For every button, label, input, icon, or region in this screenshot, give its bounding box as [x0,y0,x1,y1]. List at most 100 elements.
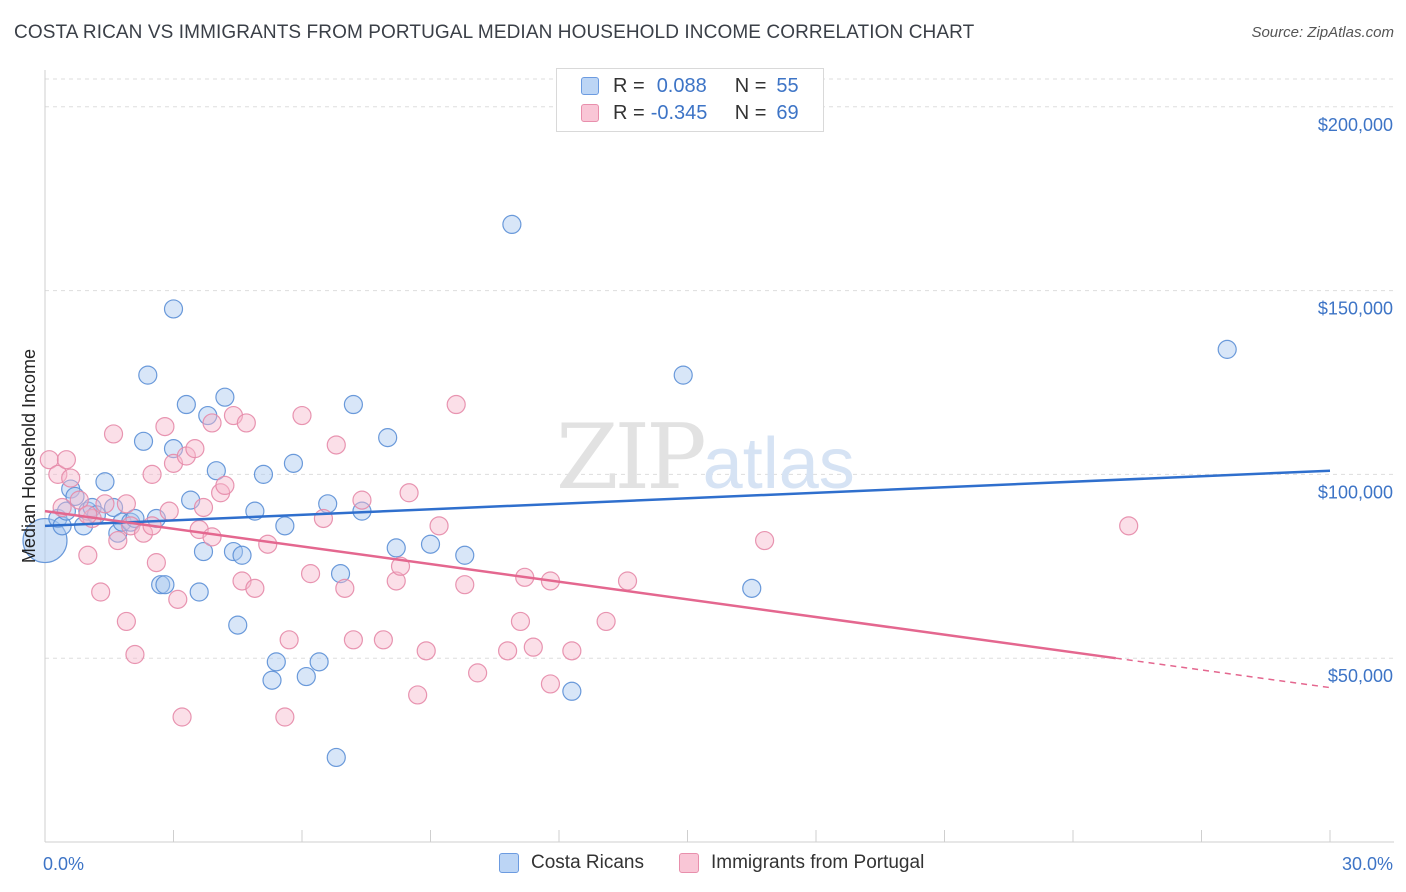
costa-ricans-point [343,394,363,415]
trend-line-portugal-extrapolated [1115,657,1331,689]
correlation-legend: R = 0.088 N = 55 R = -0.345 N = 69 [556,68,824,132]
portugal-point [78,505,98,525]
legend-swatch-costa-ricans [499,853,519,873]
portugal-point [596,611,616,632]
x-tick-label-max: 30.0% [1342,854,1393,874]
y-tick-label: $50,000 [1328,666,1393,686]
portugal-point [335,578,355,598]
legend-item-portugal: Immigrants from Portugal [679,852,924,874]
portugal-point [125,644,145,665]
portugal-point [168,589,188,609]
costa-ricans-point [378,428,398,448]
legend-r-value-1: 0.088 [656,74,707,97]
y-tick-label: $200,000 [1318,115,1393,135]
watermark: ZIPatlas [556,405,855,510]
costa-ricans-point [22,517,68,564]
portugal-point [386,571,406,591]
costa-ricans-point [163,299,184,319]
portugal-point [416,641,436,661]
portugal-point [468,663,488,683]
costa-ricans-point [228,615,248,635]
costa-ricans-point [275,516,295,536]
portugal-point [1119,516,1139,536]
portugal-point [617,571,638,591]
legend-swatch-blue [581,77,599,95]
watermark-zip: ZIP [556,405,704,510]
portugal-point [292,405,312,426]
legend-swatch-portugal [679,853,699,873]
costa-ricans-point [133,431,154,451]
series-immigrants-portugal [39,394,1139,727]
portugal-point [408,685,428,705]
portugal-point [202,527,222,547]
y-tick-label: $150,000 [1318,299,1393,319]
legend-item-costa-ricans: Costa Ricans [499,852,644,874]
portugal-point [523,637,543,657]
costa-ricans-point [262,670,282,690]
source-label: Source: ZipAtlas.com [1251,24,1394,41]
portugal-point [56,450,77,470]
costa-ricans-point [155,575,175,595]
costa-ricans-point [206,461,226,481]
portugal-point [103,424,124,444]
portugal-point [172,707,192,727]
portugal-point [146,553,166,573]
costa-ricans-point [562,681,582,701]
costa-ricans-point [1217,339,1237,359]
portugal-point [300,564,321,584]
portugal-point [155,416,175,437]
legend-n-value-2: 69 [776,101,799,124]
costa-ricans-point [296,666,316,687]
costa-ricans-point [742,578,762,598]
portugal-point [236,413,256,433]
portugal-point [116,494,136,514]
portugal-point [313,508,334,529]
portugal-point [245,578,265,598]
costa-ricans-point [266,652,286,672]
y-tick-labels: $50,000 $100,000 $150,000 $200,000 [1318,115,1393,686]
costa-ricans-point [420,534,441,554]
portugal-point [258,534,278,554]
portugal-point [39,450,59,470]
portugal-point [275,707,295,727]
legend-r-value-2: -0.345 [650,101,708,124]
costa-ricans-point [283,453,304,473]
costa-ricans-point [309,652,329,672]
portugal-point [446,394,466,415]
costa-ricans-point [386,538,406,558]
portugal-point [95,494,115,514]
legend-row-costa-ricans: R = 0.088 N = 55 [581,73,799,99]
costa-ricans-point [455,545,475,565]
portugal-point [429,516,449,536]
costa-ricans-point [151,575,171,595]
chart-title: COSTA RICAN VS IMMIGRANTS FROM PORTUGAL … [14,22,975,43]
portugal-point [159,501,179,521]
series-costa-ricans [22,214,1237,768]
portugal-point [498,641,518,661]
portugal-point [142,464,162,484]
portugal-point [69,490,89,510]
costa-ricans-point [176,394,196,415]
legend-label-portugal: Immigrants from Portugal [711,852,925,873]
legend-n-value-1: 55 [776,74,799,97]
watermark-atlas: atlas [703,424,855,504]
trend-lines [44,469,1331,689]
legend-r-label-2: R = [613,101,645,124]
costa-ricans-point [232,545,252,565]
costa-ricans-point [95,472,115,492]
portugal-point [279,630,299,650]
costa-ricans-point [215,387,235,407]
costa-ricans-point [138,365,158,385]
portugal-point [540,674,561,694]
portugal-point [352,490,372,510]
portugal-point [48,464,68,484]
portugal-point [61,468,81,488]
costa-ricans-point [673,365,693,385]
portugal-point [185,439,205,459]
portugal-point [78,545,98,565]
legend-swatch-pink [581,104,599,122]
legend-n-label-1: N = [734,74,767,97]
costa-ricans-point [193,541,214,562]
portugal-point [510,611,531,632]
